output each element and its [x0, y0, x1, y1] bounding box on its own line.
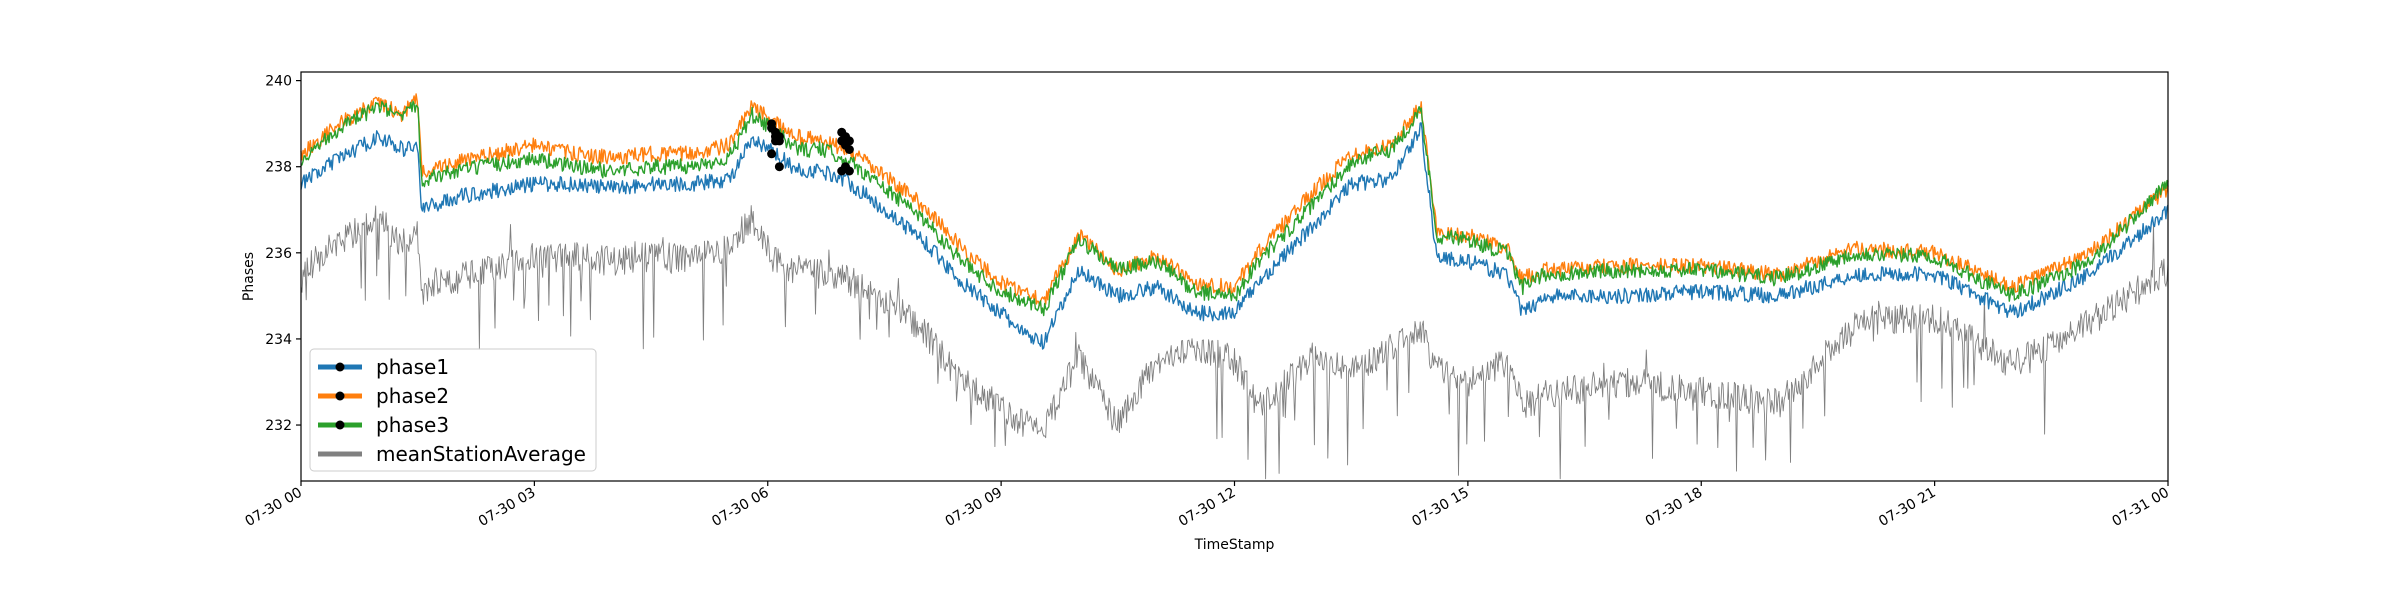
x-axis-label: TimeStamp — [1194, 537, 1275, 553]
marker-phase3 — [774, 136, 784, 146]
y-tick-label: 234 — [265, 332, 292, 348]
x-tick-label: 07-30 15 — [1409, 485, 1472, 530]
marker-layer — [767, 119, 854, 176]
marker-phase1 — [767, 149, 777, 159]
legend-label-phase1: phase1 — [376, 355, 449, 379]
x-axis: 07-30 00 07-30 03 07-30 06 07-30 09 07-30 12… — [242, 481, 2172, 530]
x-tick-label: 07-30 21 — [1876, 485, 1939, 530]
y-axis-label: Phases — [241, 252, 257, 301]
series-line-phase2 — [300, 93, 2169, 307]
y-tick-label: 232 — [265, 418, 292, 434]
y-tick-label: 240 — [265, 74, 292, 90]
y-tick-label: 238 — [265, 160, 292, 176]
legend: phase1 phase2 phase3 meanStationAverage — [309, 348, 597, 472]
marker-phase3 — [844, 145, 854, 154]
y-axis: 240 238 236 234 232 — [265, 74, 301, 434]
series-line-meanStationAverage — [300, 205, 2169, 480]
series-line-phase3 — [300, 100, 2169, 317]
series-layer — [300, 93, 2169, 480]
marker-phase1 — [844, 166, 854, 176]
legend-marker-phase2 — [335, 391, 345, 401]
marker-phase3 — [767, 123, 777, 133]
x-tick-label: 07-30 09 — [943, 485, 1006, 530]
legend-marker-phase1 — [335, 362, 345, 372]
x-tick-label: 07-30 03 — [476, 485, 539, 530]
legend-label-phase3: phase3 — [376, 413, 449, 437]
legend-label-phase2: phase2 — [376, 384, 449, 408]
legend-marker-phase3 — [335, 420, 345, 430]
y-tick-label: 236 — [265, 246, 292, 262]
marker-phase1 — [774, 162, 784, 172]
series-line-phase1 — [300, 122, 2169, 350]
legend-label-meanStationAverage: meanStationAverage — [376, 442, 586, 466]
x-tick-label: 07-31 00 — [2109, 485, 2172, 530]
legend-box — [309, 348, 597, 472]
x-tick-label: 07-30 18 — [1643, 485, 1706, 530]
x-tick-label: 07-30 06 — [709, 485, 772, 530]
x-tick-label: 07-30 00 — [242, 485, 305, 530]
x-tick-label: 07-30 12 — [1176, 485, 1239, 530]
